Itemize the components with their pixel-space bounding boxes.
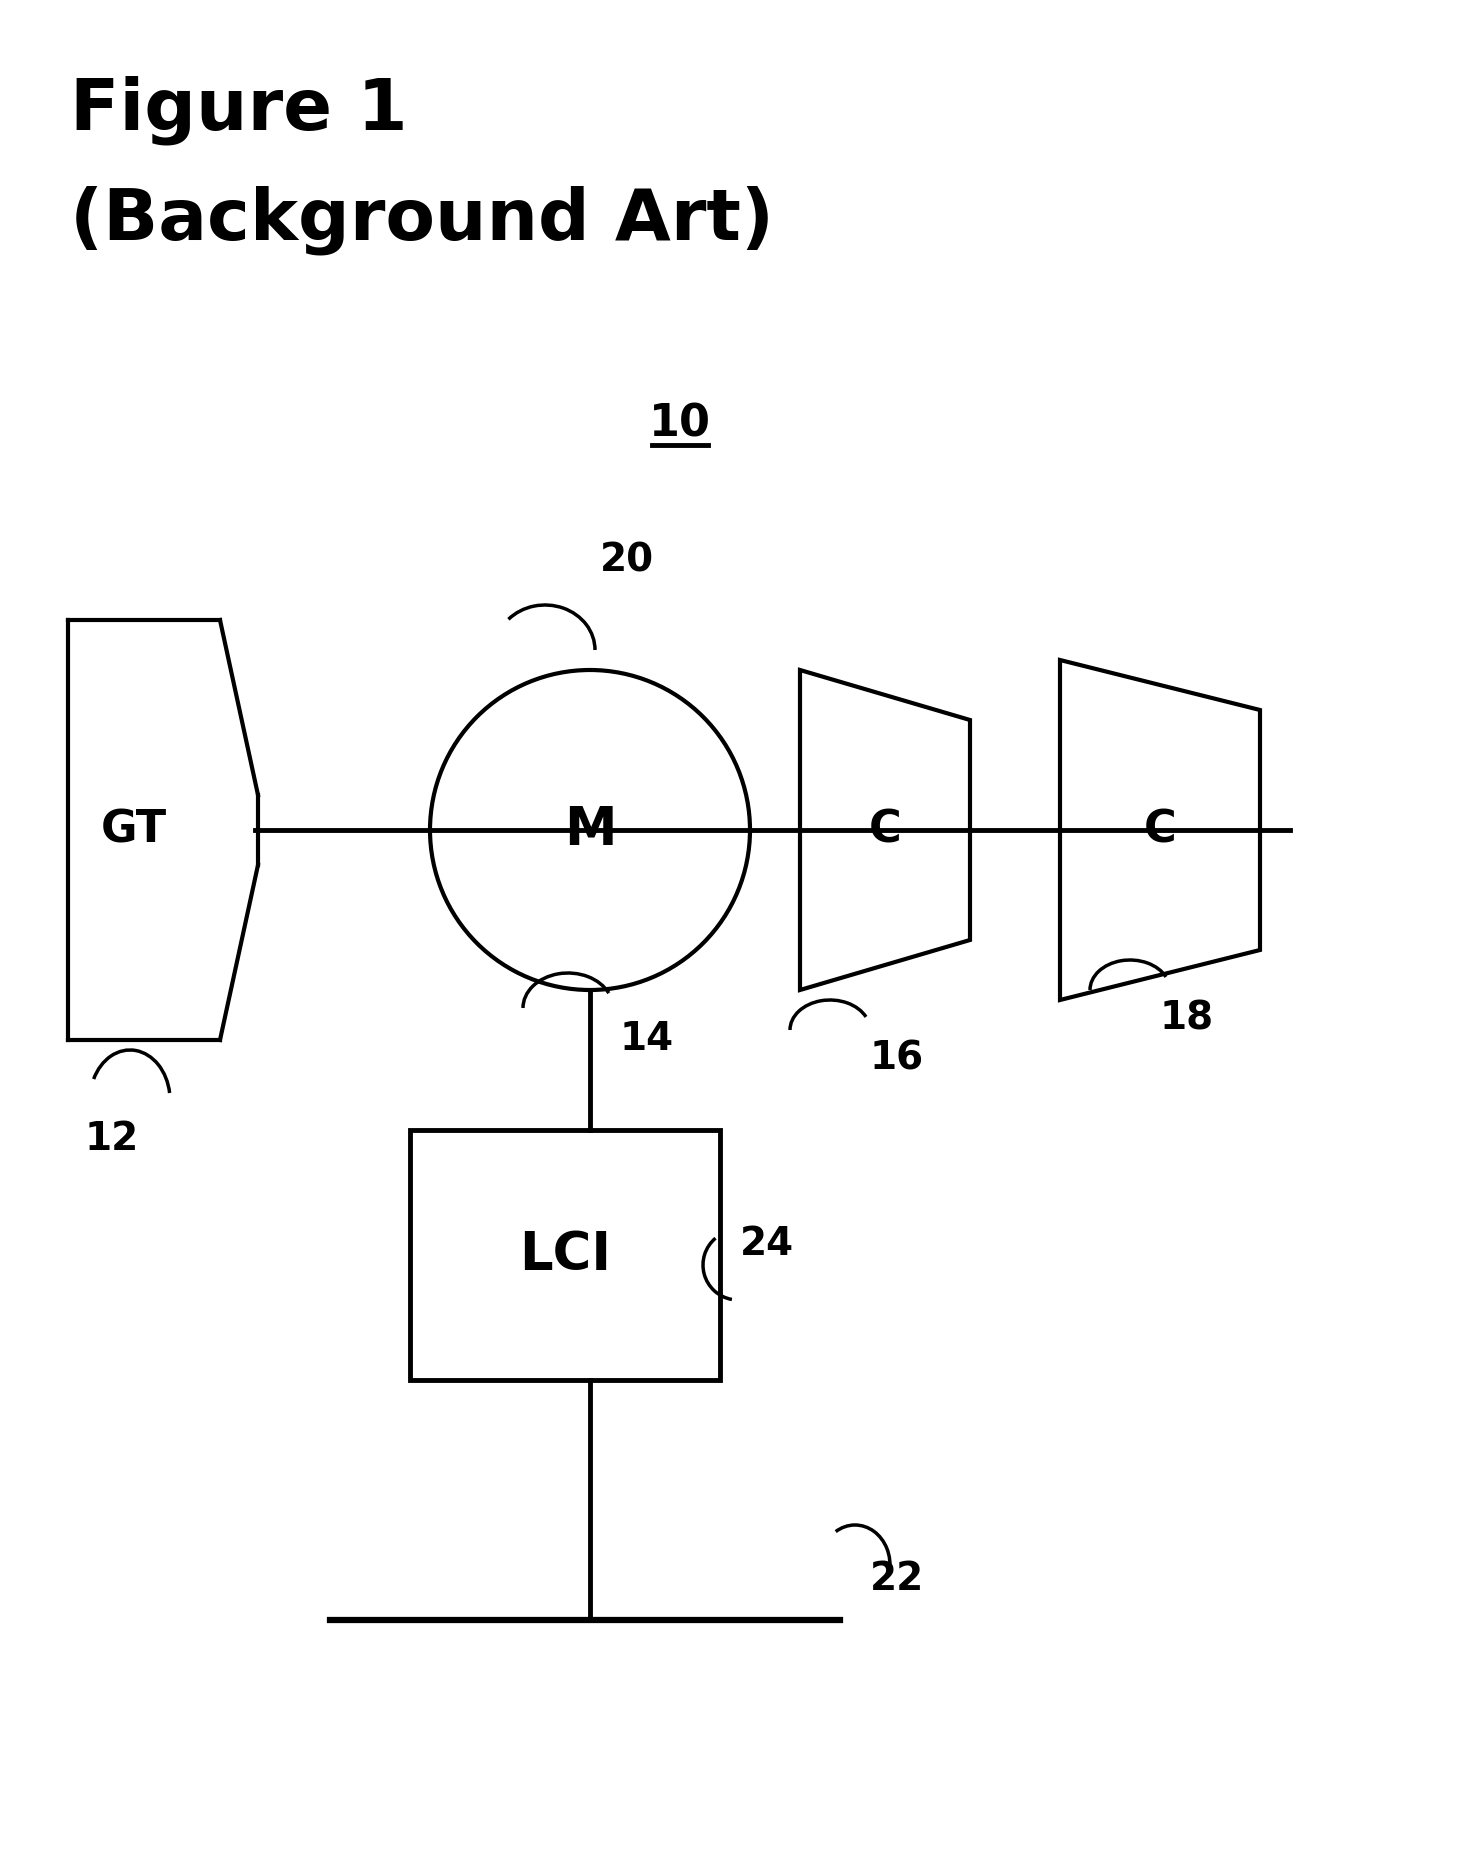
Text: 20: 20 <box>601 541 654 580</box>
Text: M: M <box>564 805 617 857</box>
Text: 14: 14 <box>620 1020 675 1059</box>
Text: (Background Art): (Background Art) <box>69 185 773 254</box>
Text: 10: 10 <box>649 402 711 445</box>
Text: GT: GT <box>100 808 167 851</box>
Text: 12: 12 <box>86 1120 139 1159</box>
Text: C: C <box>1144 808 1176 851</box>
Text: 18: 18 <box>1160 999 1215 1038</box>
Text: C: C <box>868 808 902 851</box>
Text: 16: 16 <box>869 1040 924 1077</box>
Text: Figure 1: Figure 1 <box>69 74 407 145</box>
Text: 22: 22 <box>869 1559 924 1598</box>
Text: 24: 24 <box>739 1225 794 1263</box>
Text: LCI: LCI <box>520 1229 611 1281</box>
